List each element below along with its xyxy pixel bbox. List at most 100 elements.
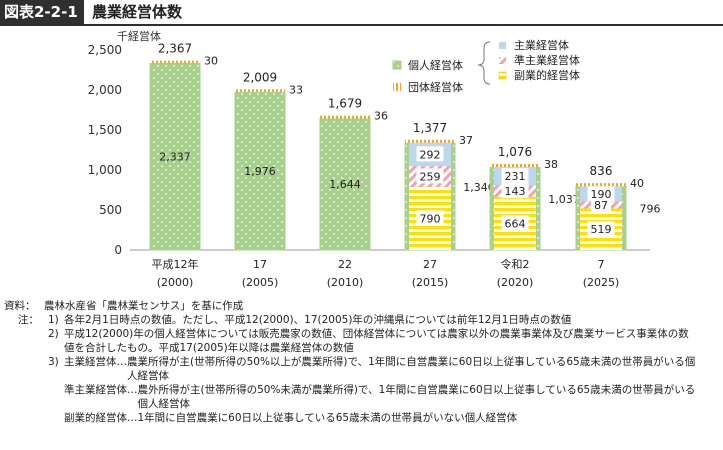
chart-notes: 資料： 農林水産省「農林業センサス」を基に作成 注： 1) 各年2月1日時点の数値。た… xyxy=(0,299,723,425)
y-tick-label: 0 xyxy=(114,243,122,257)
note-line: 副業的経営体…1年間に自営農業に60日以上従事している65歳未満の世帯員がいない… xyxy=(0,411,723,425)
legend-swatch-side xyxy=(498,71,507,80)
y-tick-label: 2,500 xyxy=(88,43,122,57)
figure-number: 図表2-2-1 xyxy=(0,0,84,24)
bar-organization xyxy=(150,60,200,64)
note-number: 1) xyxy=(48,314,59,326)
individual-value-label: 1,037 xyxy=(548,193,580,206)
note-tag: 注： xyxy=(4,314,39,326)
note-line: 資料： 農林水産省「農林業センサス」を基に作成 xyxy=(0,299,723,313)
x-tick-label: 7 xyxy=(598,258,605,271)
total-value-label: 2,367 xyxy=(158,42,192,56)
legend-label-individual: 個人経営体 xyxy=(408,58,463,72)
main-value-label: 190 xyxy=(591,188,612,201)
legend-swatch-semi-main xyxy=(499,57,506,64)
x-tick-label: 令和2 xyxy=(501,257,530,271)
note-text: 平成12(2000)年の個人経営体については販売農家の数値、団体経営体については… xyxy=(64,328,689,340)
organization-value-label: 33 xyxy=(289,83,303,96)
x-tick-label: (2005) xyxy=(242,276,279,289)
note-line: 3) 主業経営体…農業所得が主(世帯所得の50%以上が農業所得)で、1年間に自営農… xyxy=(0,355,723,369)
note-text: 副業的経営体…1年間に自営農業に60日以上従事している65歳未満の世帯員がいない… xyxy=(64,412,518,424)
y-tick-label: 1,500 xyxy=(88,123,122,137)
x-tick-label: (2025) xyxy=(583,276,620,289)
individual-value-label: 796 xyxy=(640,203,661,216)
source-tag: 資料： xyxy=(4,300,36,312)
legend-bracket xyxy=(477,41,491,85)
stacked-bar-chart: 千経営体 0 500 1,000 1,500 2,000 2,500 2,337 30 2,367… xyxy=(88,29,661,289)
x-tick-label: 27 xyxy=(423,258,437,271)
organization-value-label: 37 xyxy=(459,134,473,147)
side-value-label-box xyxy=(416,210,444,226)
bar-individual xyxy=(319,117,371,251)
side-value-label-box xyxy=(587,221,615,237)
y-tick-label: 1,000 xyxy=(88,163,122,177)
bar-organization xyxy=(235,89,285,92)
legend-label-main: 主業経営体 xyxy=(514,38,569,52)
organization-value-label: 40 xyxy=(630,177,644,190)
bar-organization xyxy=(320,115,370,119)
x-tick-label: (2010) xyxy=(327,276,364,289)
legend-swatch-individual xyxy=(392,60,402,70)
bar-organization xyxy=(490,164,540,168)
note-line: 2) 平成12(2000)年の個人経営体については販売農家の数値、団体経営体につい… xyxy=(0,327,723,341)
note-line: 値を合計したもの。平成17(2005)年以降は農業経営体の数値 xyxy=(0,341,723,355)
note-line: 人経営体 xyxy=(0,369,723,383)
x-tick-label: 平成12年 xyxy=(152,257,199,271)
note-line: 注： 1) 各年2月1日時点の数値。ただし、平成12(2000)、17(2005)年… xyxy=(0,313,723,327)
semi-main-value-label-box xyxy=(416,168,444,184)
individual-value-label: 1,644 xyxy=(329,178,361,191)
organization-value-label: 38 xyxy=(544,158,558,171)
semi-main-value-label: 87 xyxy=(594,199,608,212)
legend-swatch-organization xyxy=(393,83,401,91)
header-rule xyxy=(0,24,723,26)
bar-organization xyxy=(405,139,455,143)
note-number: 2) xyxy=(48,328,59,340)
note-text: 準主業経営体…農外所得が主(世帯所得の50%未満が農業所得)で、1年間に自営農業… xyxy=(64,384,696,396)
note-text: 人経営体 xyxy=(64,370,169,382)
note-text: 値を合計したもの。平成17(2005)年以降は農業経営体の数値 xyxy=(64,342,354,354)
main-value-label-box xyxy=(501,168,529,184)
main-value-label-box xyxy=(587,185,615,201)
individual-value-label: 1,340 xyxy=(463,181,495,194)
organization-value-label: 36 xyxy=(374,110,388,123)
main-value-label: 292 xyxy=(420,148,441,161)
note-line: 個人経営体 xyxy=(0,397,723,411)
total-value-label: 2,009 xyxy=(243,70,277,84)
total-value-label: 1,076 xyxy=(498,145,532,159)
x-tick-label: (2000) xyxy=(157,276,194,289)
legend-label-organization: 団体経営体 xyxy=(408,80,463,94)
y-tick-label: 2,000 xyxy=(88,83,122,97)
note-line: 準主業経営体…農外所得が主(世帯所得の50%未満が農業所得)で、1年間に自営農業… xyxy=(0,383,723,397)
figure-header: 図表2-2-1 農業経営体数 xyxy=(0,0,723,26)
note-text: 各年2月1日時点の数値。ただし、平成12(2000)、17(2005)年の沖縄県… xyxy=(64,314,572,326)
individual-value-label: 2,337 xyxy=(159,151,191,164)
x-tick-label: 22 xyxy=(338,258,352,271)
semi-main-value-label: 143 xyxy=(505,185,526,198)
legend-swatch-main xyxy=(499,42,506,49)
y-axis-title: 千経営体 xyxy=(117,29,161,43)
organization-value-label: 30 xyxy=(204,55,218,68)
bar-organization xyxy=(576,183,626,187)
y-tick-label: 500 xyxy=(99,203,122,217)
main-value-label: 231 xyxy=(505,170,526,183)
side-value-label: 664 xyxy=(505,217,526,230)
main-value-label-box xyxy=(416,146,444,162)
x-tick-label: (2015) xyxy=(412,276,449,289)
x-tick-label: 17 xyxy=(253,258,267,271)
semi-main-value-label-box xyxy=(501,183,529,199)
legend-label-side: 副業的経営体 xyxy=(514,68,580,82)
side-value-label-box xyxy=(501,215,529,231)
bar-individual xyxy=(234,91,286,251)
source-text: 農林水産省「農林業センサス」を基に作成 xyxy=(44,300,244,312)
total-value-label: 1,679 xyxy=(328,97,362,111)
note-text: 個人経営体 xyxy=(64,398,190,410)
total-value-label: 836 xyxy=(590,164,613,178)
note-number: 3) xyxy=(48,356,59,368)
individual-value-label: 1,976 xyxy=(244,165,276,178)
semi-main-value-label: 259 xyxy=(420,170,441,183)
note-text: 主業経営体…農業所得が主(世帯所得の50%以上が農業所得)で、1年間に自営農業に… xyxy=(64,356,696,368)
legend-label-semi-main: 準主業経営体 xyxy=(514,53,580,67)
bar-individual xyxy=(149,62,201,251)
figure-title: 農業経営体数 xyxy=(92,3,183,21)
total-value-label: 1,377 xyxy=(413,121,447,135)
